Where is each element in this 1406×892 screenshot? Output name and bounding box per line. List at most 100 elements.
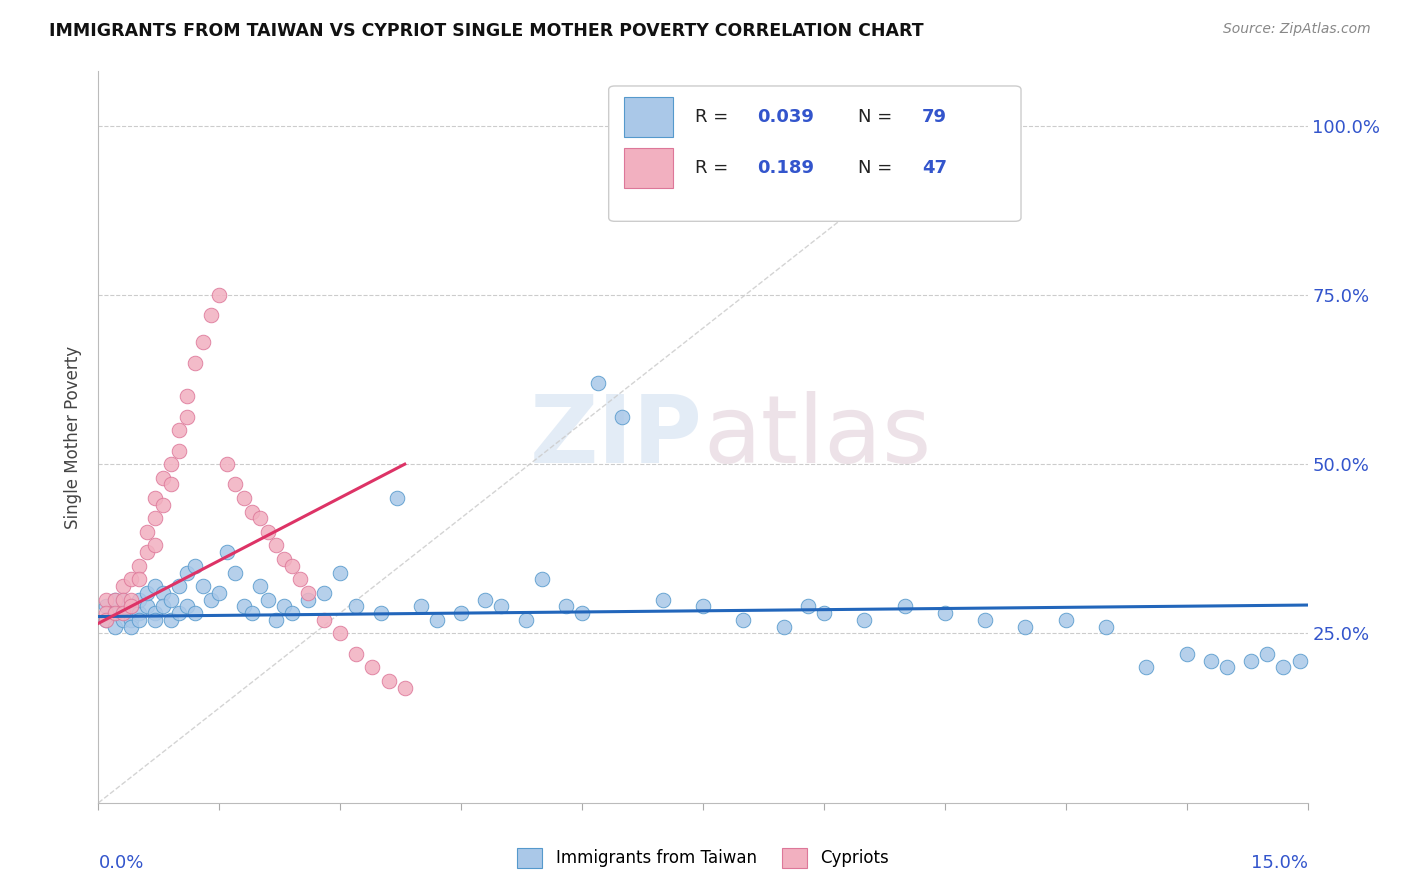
Point — [297, 586, 319, 600]
Point — [772, 620, 794, 634]
Point — [120, 599, 142, 614]
Point — [217, 457, 239, 471]
Point — [409, 599, 432, 614]
Point — [344, 599, 367, 614]
Point — [224, 477, 246, 491]
Point — [111, 606, 134, 620]
Point — [1216, 660, 1239, 674]
Text: N =: N = — [858, 108, 898, 126]
Point — [224, 566, 246, 580]
Point — [176, 409, 198, 424]
Point — [733, 613, 755, 627]
Text: R =: R = — [695, 108, 734, 126]
Point — [288, 572, 311, 586]
Text: 0.039: 0.039 — [758, 108, 814, 126]
Point — [96, 613, 118, 627]
Point — [184, 606, 207, 620]
Point — [143, 613, 166, 627]
Point — [256, 592, 278, 607]
Point — [555, 599, 578, 614]
Point — [111, 613, 134, 627]
Point — [329, 626, 352, 640]
Point — [281, 606, 304, 620]
Point — [813, 606, 835, 620]
Point — [797, 599, 820, 614]
Point — [128, 613, 150, 627]
Point — [344, 647, 367, 661]
Text: ZIP: ZIP — [530, 391, 703, 483]
Point — [217, 545, 239, 559]
Point — [361, 660, 384, 674]
Point — [120, 592, 142, 607]
Point — [264, 538, 287, 552]
Point — [200, 308, 222, 322]
Point — [249, 511, 271, 525]
Point — [184, 558, 207, 573]
Point — [103, 592, 125, 607]
Point — [120, 599, 142, 614]
Point — [1175, 647, 1198, 661]
Point — [240, 505, 263, 519]
Text: 0.189: 0.189 — [758, 160, 814, 178]
Point — [135, 545, 157, 559]
Text: 79: 79 — [922, 108, 946, 126]
Point — [160, 457, 183, 471]
Point — [377, 673, 399, 688]
FancyBboxPatch shape — [624, 148, 672, 188]
Point — [208, 586, 231, 600]
Point — [934, 606, 956, 620]
Text: N =: N = — [858, 160, 898, 178]
Point — [1240, 654, 1263, 668]
Point — [530, 572, 553, 586]
FancyBboxPatch shape — [624, 97, 672, 137]
Point — [273, 599, 295, 614]
Point — [143, 606, 166, 620]
Point — [152, 586, 174, 600]
Point — [160, 592, 183, 607]
Point — [1272, 660, 1295, 674]
Point — [208, 288, 231, 302]
Point — [96, 606, 118, 620]
Point — [329, 566, 352, 580]
Point — [1256, 647, 1278, 661]
Point — [314, 586, 336, 600]
Text: R =: R = — [695, 160, 734, 178]
Point — [232, 599, 254, 614]
Y-axis label: Single Mother Poverty: Single Mother Poverty — [65, 345, 83, 529]
Point — [152, 471, 174, 485]
Point — [143, 511, 166, 525]
Point — [281, 558, 304, 573]
Point — [491, 599, 513, 614]
Point — [111, 579, 134, 593]
Text: 0.0%: 0.0% — [98, 854, 143, 872]
Point — [103, 606, 125, 620]
Point — [193, 335, 215, 350]
Point — [426, 613, 449, 627]
Point — [273, 552, 295, 566]
Point — [1014, 620, 1036, 634]
Point — [120, 613, 142, 627]
Point — [385, 491, 408, 505]
Point — [692, 599, 714, 614]
Point — [128, 592, 150, 607]
Point — [167, 443, 190, 458]
Point — [111, 592, 134, 607]
FancyBboxPatch shape — [609, 86, 1021, 221]
Point — [232, 491, 254, 505]
Point — [128, 558, 150, 573]
Point — [96, 599, 118, 614]
Point — [135, 586, 157, 600]
Point — [152, 498, 174, 512]
Point — [1199, 654, 1222, 668]
Point — [394, 681, 416, 695]
Point — [571, 606, 593, 620]
Point — [370, 606, 392, 620]
Point — [120, 572, 142, 586]
Point — [1054, 613, 1077, 627]
Text: IMMIGRANTS FROM TAIWAN VS CYPRIOT SINGLE MOTHER POVERTY CORRELATION CHART: IMMIGRANTS FROM TAIWAN VS CYPRIOT SINGLE… — [49, 22, 924, 40]
Point — [314, 613, 336, 627]
Legend: Immigrants from Taiwan, Cypriots: Immigrants from Taiwan, Cypriots — [510, 841, 896, 875]
Point — [651, 592, 673, 607]
Point — [128, 572, 150, 586]
Point — [184, 355, 207, 369]
